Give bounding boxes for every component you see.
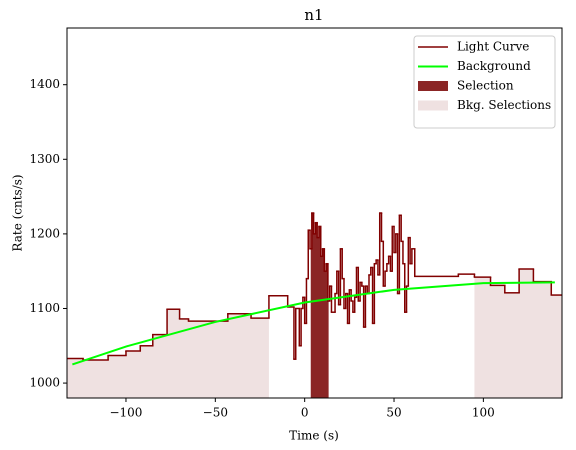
x-tick-label: 0 [301, 406, 309, 420]
background-line [72, 281, 555, 366]
y-tick-label: 1300 [29, 152, 60, 166]
chart-title: n1 [304, 6, 323, 24]
x-tick-label: −100 [109, 406, 142, 420]
y-axis-label: Rate (cnts/s) [11, 174, 25, 251]
legend-label: Light Curve [457, 40, 529, 54]
selection-fill [67, 309, 269, 398]
y-tick-label: 1100 [29, 301, 60, 315]
plot-area [67, 212, 562, 398]
legend: Light Curve Background Selection Bkg. Selec… [413, 35, 556, 129]
x-tick-label: −50 [203, 406, 228, 420]
legend-label: Selection [457, 79, 514, 93]
x-tick-label: 50 [386, 406, 401, 420]
legend-label: Bkg. Selections [457, 98, 551, 112]
selection-fill [474, 268, 562, 398]
legend-label: Background [457, 59, 531, 73]
legend-box [413, 35, 556, 129]
x-axis-label: Time (s) [289, 429, 339, 443]
y-tick-label: 1400 [29, 77, 60, 91]
legend-swatch [418, 81, 448, 91]
legend-swatch [418, 100, 448, 111]
y-tick-label: 1200 [29, 226, 60, 240]
axes-frame [66, 27, 563, 399]
selection-fill [310, 213, 329, 398]
y-tick-label: 1000 [29, 376, 60, 390]
x-tick-label: 100 [472, 406, 495, 420]
